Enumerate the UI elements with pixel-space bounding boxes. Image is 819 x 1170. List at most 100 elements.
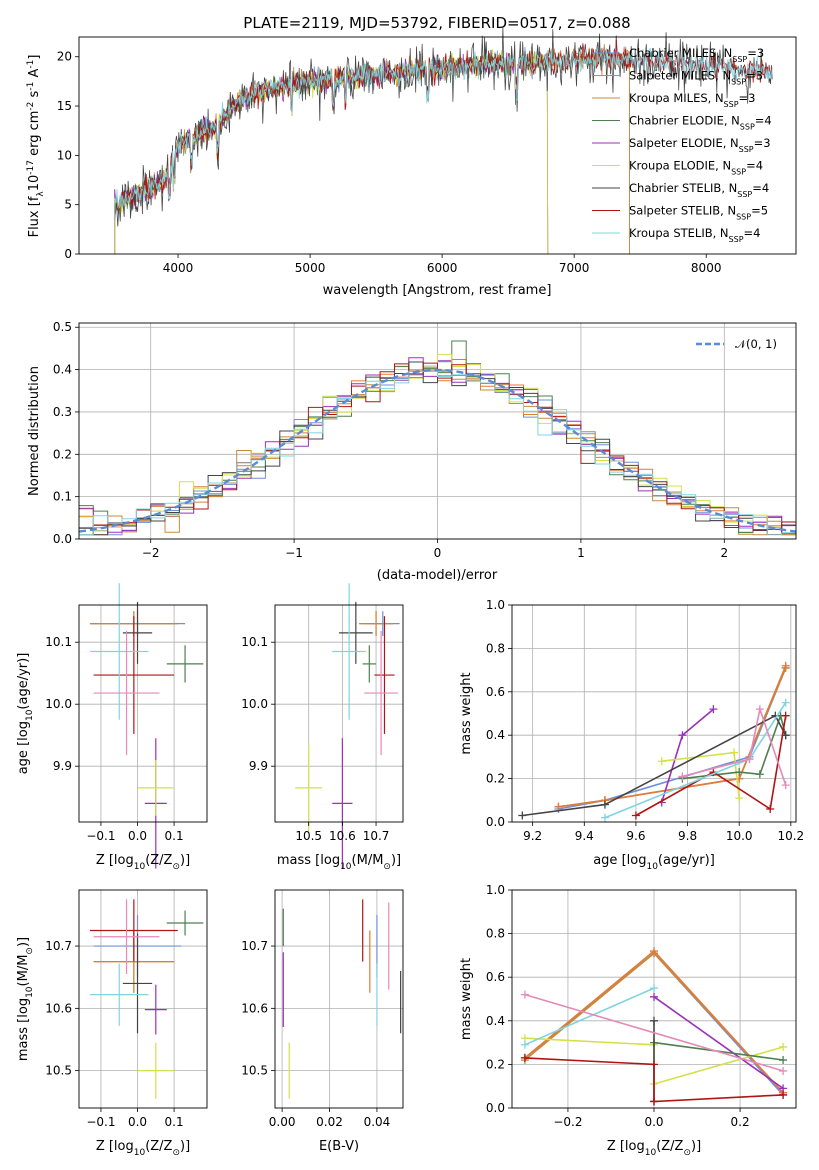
z-age-xtick-label: 0.1 [165,829,184,843]
z-weight-marker [650,947,658,956]
spectrum-legend-label: Kroupa STELIB, NSSP=4 [629,226,760,244]
residuals-ytick-label: 0.5 [53,320,72,334]
age-weight-marker [735,794,744,803]
spectrum-xtick-label: 7000 [559,261,590,275]
residuals-histogram [79,353,796,532]
ebv-mass-ticks: 0.00 0.02 0.04 10.5 10.6 10.7 [241,939,390,1129]
z-mass-panel: −0.1 0.0 0.1 10.5 10.6 10.7 Z [log10(Z/Z⊙)] mas… [16,889,208,1158]
spectrum-legend-label: Kroupa ELODIE, NSSP=4 [629,159,763,177]
z-weight-marker [650,992,658,1001]
age-weight-marker [657,757,666,766]
ebv-mass-xtick-label: 0.04 [364,1115,391,1129]
spectrum-panel: PLATE=2119, MJD=53792, FIBERID=0517, z=0… [26,14,797,298]
z-weight-line [524,987,655,1046]
residuals-legend-label: 𝒩(0, 1) [735,337,777,351]
residuals-ytick-label: 0.1 [53,490,72,504]
ebv-mass-panel: 0.00 0.02 0.04 10.5 10.6 10.7 E(B-V) [241,889,404,1154]
age-weight-marks [518,661,790,822]
z-weight-marker [779,1066,788,1075]
age-weight-marker [745,755,754,764]
residuals-xlabel: (data-model)/error [377,568,498,583]
ebv-mass-marks [282,899,402,1099]
age-weight-marker [600,813,609,822]
residuals-ylabel: Normed distribution [27,366,42,496]
age-weight-xtick-label: 10.2 [777,829,804,843]
z-mass-xtick-label: 0.0 [128,1115,147,1129]
z-mass-ylabel: mass [log10(M/M⊙)] [16,937,35,1061]
mass-age-xtick-label: 10.6 [329,829,356,843]
z-weight-marker [520,990,529,999]
spectrum-ticks: 4000 5000 6000 7000 8000 0 5 10 15 20 [57,50,722,275]
ebv-mass-ytick-label: 10.7 [241,939,268,953]
mass-age-marks [295,583,400,869]
z-mass-ytick-label: 10.6 [45,1001,72,1015]
z-weight-marker [650,1097,658,1106]
z-age-xtick-label: −0.1 [86,829,115,843]
z-weight-ytick-label: 0.8 [486,927,505,941]
z-weight-marker [650,1060,658,1069]
ebv-mass-ytick-label: 10.6 [241,1001,268,1015]
age-weight-marker [518,811,527,820]
spectrum-xtick-label: 4000 [163,261,194,275]
z-weight-panel: −0.2 0.0 0.2 0.0 0.2 0.4 0.6 0.8 1.0 Z [log10(Z/Z… [459,883,797,1158]
spectrum-legend: Chabrier MILES, NSSP=3 Salpeter MILES, NS… [592,46,772,244]
age-weight-marker [755,770,764,779]
z-weight-xtick-label: −0.2 [553,1115,582,1129]
age-weight-xtick-label: 9.4 [575,829,594,843]
ebv-mass-xlabel: E(B-V) [319,1139,359,1154]
age-weight-line [522,714,787,817]
mass-age-panel: 10.5 10.6 10.7 9.9 10.0 10.1 mass [log10(M/M⊙)… [241,583,404,872]
mass-age-ytick-label: 10.1 [241,635,268,649]
residuals-xtick-label: −2 [142,546,160,560]
spectrum-title: PLATE=2119, MJD=53792, FIBERID=0517, z=0… [243,14,630,32]
spectrum-legend-label: Salpeter MILES, NSSP=3 [629,69,763,87]
spectrum-ylabel: Flux [fλ10-17 erg cm-2 s-1 A-1] [26,55,46,238]
z-weight-ticks: −0.2 0.0 0.2 0.0 0.2 0.4 0.6 0.8 1.0 [486,883,750,1129]
z-age-ytick-label: 10.0 [45,697,72,711]
age-weight-ticks: 9.2 9.4 9.6 9.8 10.0 10.2 0.0 0.2 0.4 0.6 0.8 1.0 [486,598,804,843]
spectrum-legend-label: Salpeter ELODIE, NSSP=3 [629,136,771,154]
ebv-mass-xtick-label: 0.00 [269,1115,296,1129]
age-weight-marker [781,711,790,720]
z-weight-ytick-label: 0.4 [486,1014,505,1028]
spectrum-ytick-label: 10 [57,148,72,162]
age-weight-xtick-label: 9.2 [523,829,542,843]
z-age-marks [89,583,204,869]
age-weight-ytick-label: 0.0 [486,815,505,829]
ebv-mass-xtick-label: 0.02 [316,1115,343,1129]
z-mass-axes-frame [78,889,208,1109]
age-weight-marker [735,768,744,777]
z-mass-ytick-label: 10.7 [45,939,72,953]
age-weight-marker [678,731,687,740]
spectrum-xtick-label: 6000 [427,261,458,275]
z-age-ticks: −0.1 0.0 0.1 9.9 10.0 10.1 [45,635,183,843]
mass-age-axes-frame [274,604,404,823]
residuals-ytick-label: 0.4 [53,363,72,377]
z-weight-xtick-label: 0.0 [644,1115,663,1129]
residuals-histogram [79,370,796,536]
residuals-ytick-label: 0.3 [53,405,72,419]
spectrum-legend-label: Kroupa MILES, NSSP=3 [629,91,755,109]
z-weight-ytick-label: 0.6 [486,970,505,984]
z-age-panel: −0.1 0.0 0.1 9.9 10.0 10.1 Z [log10(Z/Z⊙)] age … [16,583,208,872]
age-weight-marker [781,698,790,707]
age-weight-ytick-label: 0.4 [486,728,505,742]
z-mass-ytick-label: 10.5 [45,1064,72,1078]
z-mass-xlabel: Z [log10(Z/Z⊙)] [96,1139,190,1158]
age-weight-marker [554,802,563,811]
residuals-xtick-label: 0 [434,546,442,560]
spectrum-ytick-label: 0 [64,247,72,261]
z-weight-line [524,1057,784,1103]
age-weight-marker [678,772,687,781]
age-weight-ytick-label: 0.2 [486,772,505,786]
residuals-ytick-label: 0.2 [53,447,72,461]
z-weight-axes-frame [511,889,797,1109]
mass-age-ytick-label: 9.9 [249,759,268,773]
spectrum-legend-label: Chabrier STELIB, NSSP=4 [629,181,769,199]
z-mass-marks [89,899,204,1099]
age-weight-panel: 9.2 9.4 9.6 9.8 10.0 10.2 0.0 0.2 0.4 0.6 0.8 1.0 ag… [459,598,804,872]
age-weight-axes-frame [511,604,797,823]
spectrum-xlabel: wavelength [Angstrom, rest frame] [323,283,552,298]
z-weight-marker [520,1053,529,1062]
age-weight-marker [730,748,739,757]
